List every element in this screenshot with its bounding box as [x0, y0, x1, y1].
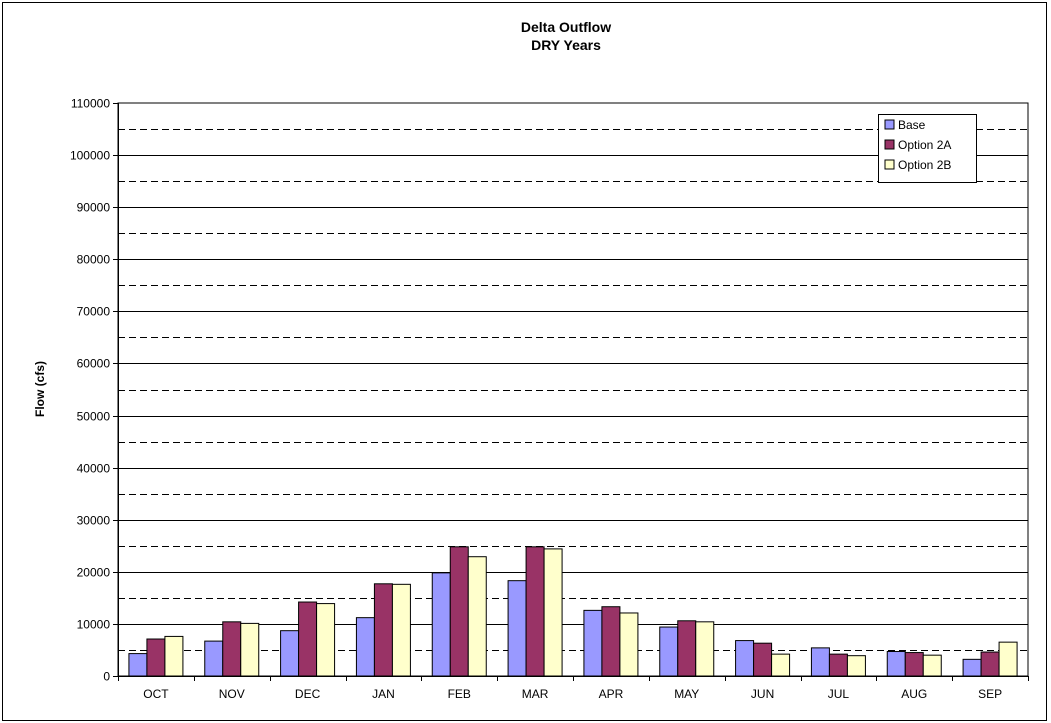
bar-base-nov [204, 640, 224, 677]
x-tick-label: AUG [901, 687, 927, 701]
x-tick-label: DEC [295, 687, 321, 701]
y-tick-label: 60000 [77, 357, 111, 371]
x-tick-label: MAY [674, 687, 699, 701]
legend: Base Option 2A Option 2B [878, 114, 977, 183]
bar-option-2a-jun [753, 642, 773, 677]
bar-option-2b-mar [543, 548, 563, 677]
bar-option-2b-jul [846, 655, 866, 677]
bar-base-mar [507, 580, 527, 677]
legend-swatch [884, 159, 895, 170]
chart-title: Delta Outflow [521, 19, 611, 35]
y-tick-label: 40000 [77, 462, 111, 476]
y-tick-label: 110000 [71, 97, 110, 111]
x-tick-label: JUL [828, 687, 850, 701]
legend-swatch [884, 139, 895, 150]
bar-base-jan [355, 617, 375, 677]
bar-option-2a-mar [525, 546, 545, 677]
bar-option-2b-apr [619, 612, 639, 677]
bar-option-2a-feb [449, 546, 469, 677]
legend-swatch [884, 119, 895, 130]
y-tick-label: 10000 [77, 618, 111, 632]
bar-base-jun [735, 640, 755, 677]
chart-subtitle: DRY Years [531, 37, 601, 53]
bar-option-2a-jan [373, 583, 393, 677]
y-tick-label: 70000 [77, 305, 111, 319]
y-tick-label: 90000 [77, 201, 111, 215]
bar-base-oct [128, 653, 148, 677]
legend-label: Option 2B [898, 158, 951, 172]
x-tick-label: APR [599, 687, 624, 701]
bar-option-2a-aug [904, 652, 924, 677]
x-tick-label: MAR [522, 687, 549, 701]
bar-option-2b-oct [164, 635, 184, 677]
bar-option-2b-dec [316, 603, 336, 677]
gridlines [117, 102, 1029, 677]
bar-option-2b-feb [467, 556, 487, 677]
bar-option-2a-jul [828, 653, 848, 677]
bar-option-2a-may [677, 620, 697, 677]
bar-base-feb [431, 572, 451, 677]
x-tick-label: FEB [448, 687, 471, 701]
y-axis-label: Flow (cfs) [33, 361, 47, 417]
bars [128, 546, 1018, 677]
x-tick-label: OCT [143, 687, 169, 701]
y-tick-label: 30000 [77, 514, 111, 528]
y-tick-label: 80000 [77, 253, 111, 267]
bar-option-2b-jan [391, 583, 411, 677]
y-tick-label: 0 [103, 670, 110, 684]
axes: 0 10000 20000 30000 40000 50000 60000 70000 8000… [70, 97, 1029, 701]
plot-area-border [117, 102, 1029, 677]
bar-base-dec [280, 630, 300, 677]
y-tick-label: 50000 [77, 410, 111, 424]
bar-option-2a-nov [222, 621, 242, 677]
x-tick-label: NOV [219, 687, 245, 701]
legend-label: Base [898, 118, 926, 132]
bar-option-2b-jun [771, 653, 791, 677]
bar-option-2a-apr [601, 606, 621, 677]
x-tick-label: JAN [372, 687, 395, 701]
bar-base-sep [962, 658, 982, 677]
bar-base-apr [583, 609, 603, 677]
x-tick-label: JUN [751, 687, 774, 701]
bar-base-aug [886, 651, 906, 677]
legend-box [878, 114, 977, 183]
y-tick-label: 20000 [77, 566, 111, 580]
bar-option-2b-aug [922, 654, 942, 677]
x-tick-label: SEP [978, 687, 1002, 701]
bar-option-2b-sep [998, 641, 1018, 677]
legend-label: Option 2A [898, 138, 951, 152]
bar-option-2a-dec [298, 601, 318, 677]
bar-option-2b-may [695, 621, 715, 677]
bar-option-2b-nov [240, 622, 260, 677]
bar-base-may [659, 626, 679, 677]
bar-option-2a-sep [980, 651, 1000, 677]
bar-option-2a-oct [146, 638, 166, 677]
y-tick-label: 100000 [70, 149, 110, 163]
bar-base-jul [810, 647, 830, 677]
